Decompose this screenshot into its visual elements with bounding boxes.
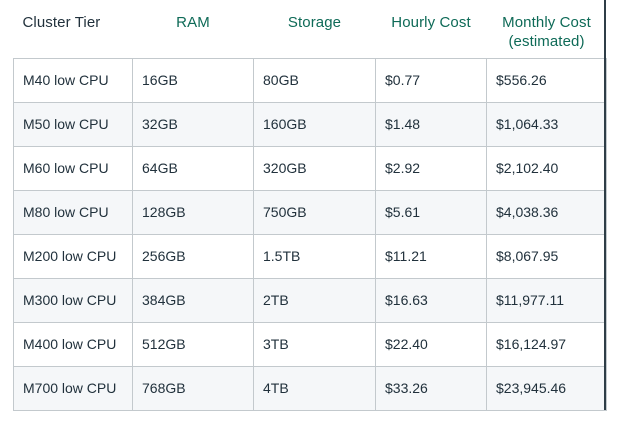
table-row-m200: M200 low CPU 256GB 1.5TB $11.21 $8,067.9… bbox=[13, 233, 607, 279]
table-row-m80: M80 low CPU 128GB 750GB $5.61 $4,038.36 bbox=[13, 189, 607, 235]
column-header-ram: RAM bbox=[176, 14, 210, 31]
cell-monthly-cost: $556.26 bbox=[486, 57, 607, 103]
table-row-m60: M60 low CPU 64GB 320GB $2.92 $2,102.40 bbox=[13, 145, 607, 191]
cell-storage: 750GB bbox=[253, 189, 376, 235]
cell-tier: M300 low CPU bbox=[13, 277, 133, 323]
cell-storage: 80GB bbox=[253, 57, 376, 103]
table-row-m400: M400 low CPU 512GB 3TB $22.40 $16,124.97 bbox=[13, 321, 607, 367]
cell-ram: 256GB bbox=[132, 233, 254, 279]
cell-storage: 320GB bbox=[253, 145, 376, 191]
cell-hourly-cost: $1.48 bbox=[375, 101, 487, 147]
table-row-m50: M50 low CPU 32GB 160GB $1.48 $1,064.33 bbox=[13, 101, 607, 147]
cell-hourly-cost: $33.26 bbox=[375, 365, 487, 411]
column-header-monthly-cost: Monthly Cost (estimated) bbox=[487, 0, 607, 58]
cell-monthly-cost: $8,067.95 bbox=[486, 233, 607, 279]
monthly-cost-label-line2: (estimated) bbox=[508, 33, 585, 50]
cell-ram: 32GB bbox=[132, 101, 254, 147]
column-header-storage: Storage bbox=[287, 14, 342, 31]
cell-tier: M200 low CPU bbox=[13, 233, 133, 279]
cell-hourly-cost: $22.40 bbox=[375, 321, 487, 367]
cell-storage: 4TB bbox=[253, 365, 376, 411]
cell-tier: M40 low CPU bbox=[13, 57, 133, 103]
cell-monthly-cost: $11,977.11 bbox=[486, 277, 607, 323]
cell-hourly-cost: $11.21 bbox=[375, 233, 487, 279]
column-header-cluster-tier: Cluster Tier bbox=[22, 14, 101, 31]
cell-storage: 160GB bbox=[253, 101, 376, 147]
cell-monthly-cost: $23,945.46 bbox=[486, 365, 607, 411]
cell-tier: M400 low CPU bbox=[13, 321, 133, 367]
cell-tier: M700 low CPU bbox=[13, 365, 133, 411]
cell-monthly-cost: $16,124.97 bbox=[486, 321, 607, 367]
cell-hourly-cost: $16.63 bbox=[375, 277, 487, 323]
cell-storage: 3TB bbox=[253, 321, 376, 367]
content-right-border bbox=[604, 0, 606, 410]
cell-hourly-cost: $0.77 bbox=[375, 57, 487, 103]
cell-hourly-cost: $2.92 bbox=[375, 145, 487, 191]
cell-ram: 64GB bbox=[132, 145, 254, 191]
column-header-hourly-cost: Hourly Cost bbox=[391, 14, 471, 31]
table-row-m40: M40 low CPU 16GB 80GB $0.77 $556.26 bbox=[13, 57, 607, 103]
cell-ram: 768GB bbox=[132, 365, 254, 411]
cell-ram: 128GB bbox=[132, 189, 254, 235]
cell-ram: 384GB bbox=[132, 277, 254, 323]
table-row-m700: M700 low CPU 768GB 4TB $33.26 $23,945.46 bbox=[13, 365, 607, 411]
cell-ram: 16GB bbox=[132, 57, 254, 103]
cell-tier: M50 low CPU bbox=[13, 101, 133, 147]
header-row: Cluster Tier RAM Storage Hourly Cost Mon… bbox=[14, 0, 607, 58]
cell-monthly-cost: $4,038.36 bbox=[486, 189, 607, 235]
cell-storage: 2TB bbox=[253, 277, 376, 323]
table-row-m300: M300 low CPU 384GB 2TB $16.63 $11,977.11 bbox=[13, 277, 607, 323]
cell-storage: 1.5TB bbox=[253, 233, 376, 279]
cell-hourly-cost: $5.61 bbox=[375, 189, 487, 235]
cell-tier: M80 low CPU bbox=[13, 189, 133, 235]
monthly-cost-label-line1: Monthly Cost bbox=[502, 14, 591, 31]
cell-tier: M60 low CPU bbox=[13, 145, 133, 191]
cell-ram: 512GB bbox=[132, 321, 254, 367]
cell-monthly-cost: $2,102.40 bbox=[486, 145, 607, 191]
cell-monthly-cost: $1,064.33 bbox=[486, 101, 607, 147]
cluster-pricing-table: Cluster Tier RAM Storage Hourly Cost Mon… bbox=[13, 0, 607, 411]
